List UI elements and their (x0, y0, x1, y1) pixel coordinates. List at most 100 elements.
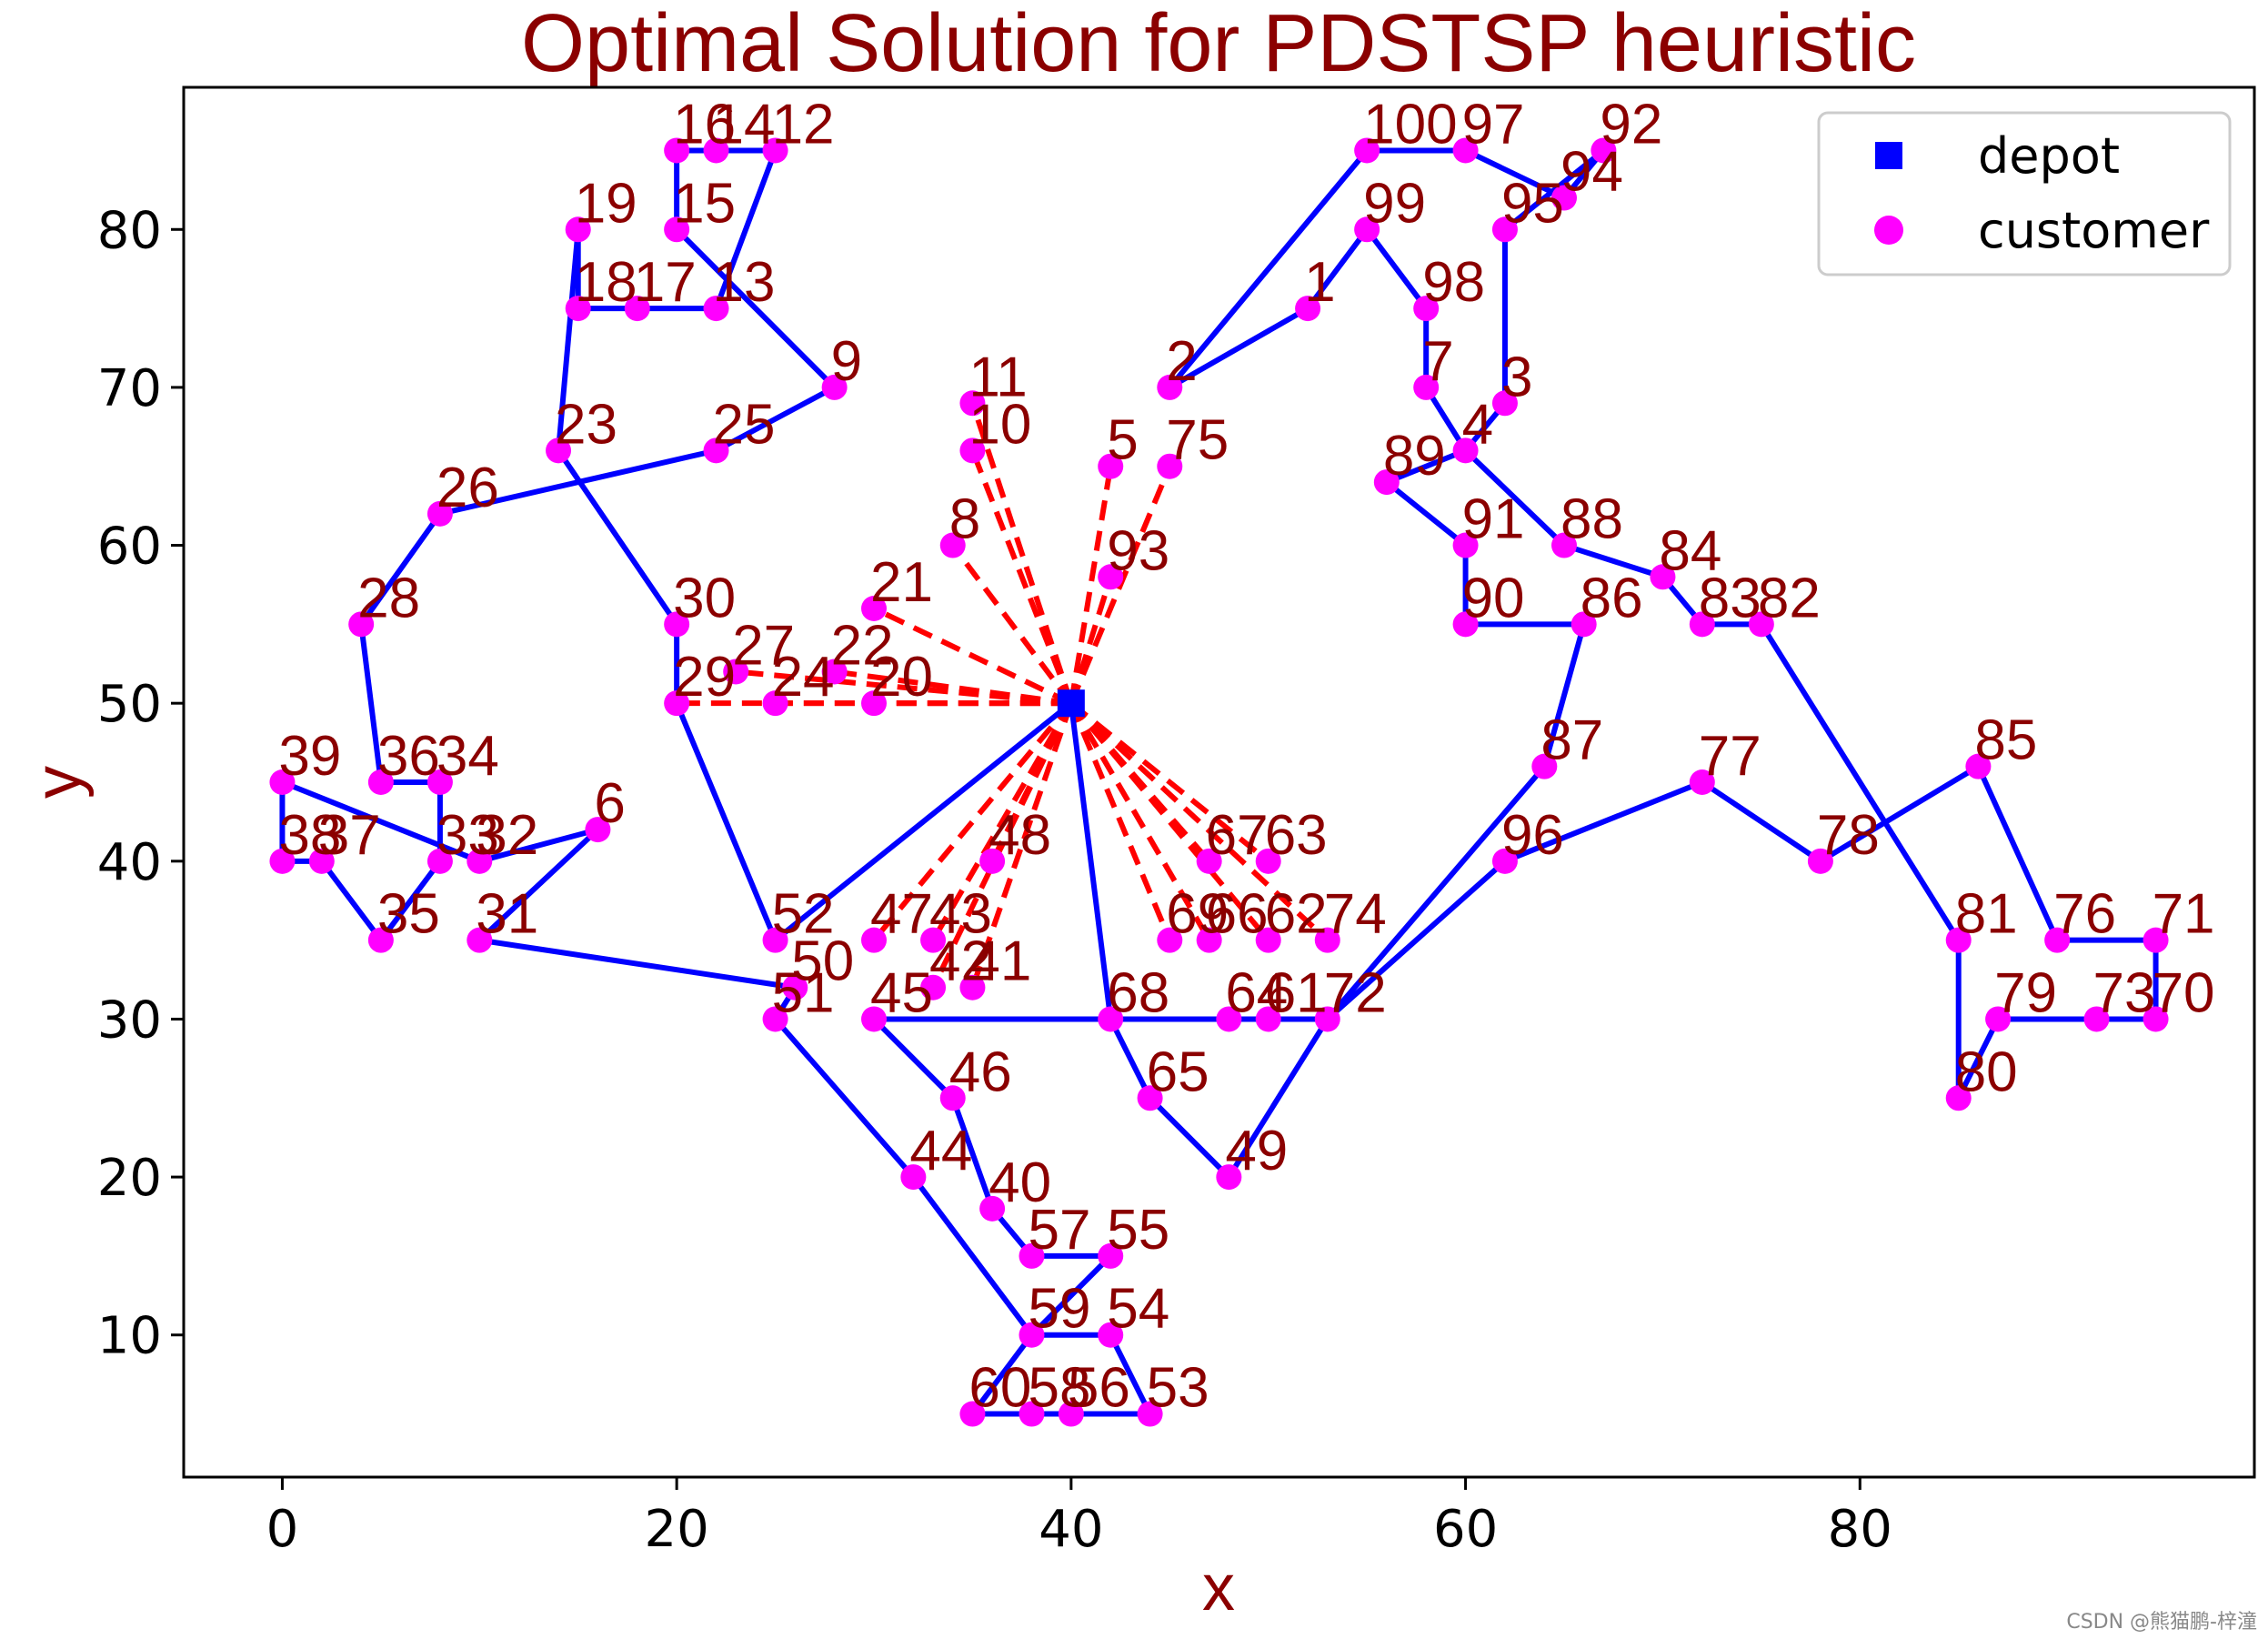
customer-point-85 (1965, 753, 1992, 779)
customer-point-20 (861, 690, 887, 717)
customer-point-28 (348, 611, 375, 638)
route-segment-32-6 (477, 827, 601, 864)
route-segment-30-23 (556, 447, 680, 628)
customer-label-14: 14 (713, 93, 776, 156)
customer-label-88: 88 (1561, 488, 1623, 551)
customer-point-71 (2143, 927, 2169, 953)
customer-point-1 (1295, 296, 1321, 322)
drone-line-62 (1069, 701, 1271, 942)
node-labels: 12 34567891011121314151617181920212223242… (278, 93, 2214, 1419)
y-tick-label-80: 80 (97, 201, 162, 260)
customer-label-44: 44 (909, 1120, 972, 1182)
x-tick-label-40: 40 (1039, 1500, 1103, 1559)
customer-point-46 (939, 1085, 966, 1111)
route-segment-39-32 (279, 779, 483, 864)
customer-point-92 (1591, 137, 1617, 164)
customer-label-55: 55 (1107, 1199, 1169, 1262)
route-segment-26-28 (358, 510, 443, 628)
customer-point-24 (762, 690, 788, 717)
customer-point-87 (1531, 753, 1558, 779)
drone-line-74 (1069, 700, 1330, 942)
customer-label-58: 58 (1028, 1357, 1090, 1420)
customer-label-91: 91 (1462, 488, 1525, 551)
drone-line-43 (930, 701, 1074, 942)
plot-frame (182, 85, 2256, 1479)
customer-label-17: 17 (634, 251, 697, 314)
customer-label-78: 78 (1817, 804, 1880, 867)
customer-point-58 (1019, 1401, 1045, 1427)
customer-point-98 (1413, 296, 1440, 322)
route-segment-44-59 (910, 1174, 1035, 1338)
customer-point-91 (1452, 532, 1479, 558)
customer-point-9 (821, 374, 848, 400)
customer-label-67: 67 (1206, 804, 1269, 867)
customer-label-29: 29 (673, 646, 736, 709)
route-segment-53-54 (1108, 1332, 1153, 1417)
customer-label-48: 48 (988, 804, 1051, 867)
customer-label-16: 16 (673, 93, 736, 156)
y-tick-label-40: 40 (97, 833, 162, 892)
customer-point-48 (979, 848, 1006, 874)
customer-label-66: 66 (1206, 883, 1269, 946)
customer-point-12 (762, 137, 788, 164)
customer-point-57 (1019, 1242, 1045, 1269)
customer-label-23: 23 (555, 393, 617, 456)
y-tick-label-60: 60 (97, 518, 162, 577)
route-segment-9-25 (713, 384, 838, 454)
customer-point-76 (2044, 927, 2071, 953)
route-segment-23-19 (556, 226, 581, 454)
route-segment-77-96 (1501, 779, 1705, 864)
customer-label-4: 4 (1462, 393, 1493, 456)
customer-point-69 (1157, 927, 1183, 953)
customer-label-2: 2 (1166, 330, 1197, 393)
customer-point-23 (546, 437, 572, 464)
drone-line-63 (1069, 700, 1270, 864)
customer-label-56: 56 (1068, 1357, 1130, 1420)
customer-label-24: 24 (772, 646, 835, 709)
y-axis-title: y (22, 766, 95, 799)
truck-route (279, 147, 2159, 1417)
route-segment-72-49 (1226, 1016, 1330, 1181)
drone-line-67 (1069, 701, 1211, 863)
customer-label-27: 27 (732, 614, 795, 677)
customer-point-66 (1196, 927, 1222, 953)
customer-point-55 (1098, 1242, 1124, 1269)
customer-point-74 (1314, 927, 1340, 953)
customer-label-96: 96 (1501, 804, 1564, 867)
customer-label-7: 7 (1422, 330, 1453, 393)
customer-point-54 (1098, 1322, 1124, 1348)
customer-point-51 (762, 1006, 788, 1032)
drone-line-21 (872, 606, 1073, 706)
chart-title: Optimal Solution for PDSTSP heuristic (521, 0, 1916, 89)
customer-label-51: 51 (772, 961, 835, 1024)
customer-label-42: 42 (929, 930, 992, 993)
customer-point-17 (624, 296, 650, 322)
customer-label-70: 70 (2153, 961, 2215, 1024)
customer-label-34: 34 (437, 725, 499, 788)
route-segment-35-37 (318, 858, 384, 943)
customer-point-13 (703, 296, 729, 322)
customer-point-42 (920, 974, 947, 1000)
customer-label-30: 30 (673, 567, 736, 629)
customer-label-90: 90 (1462, 567, 1525, 629)
customer-point-100 (1354, 137, 1380, 164)
customer-label-94: 94 (1561, 141, 1623, 204)
route-segment-97-94 (1462, 147, 1567, 201)
drone-line-66 (1069, 701, 1212, 942)
customer-label-25: 25 (713, 393, 776, 456)
customer-point-84 (1650, 564, 1676, 590)
customer-point-75 (1157, 453, 1183, 479)
customer-label-52: 52 (772, 883, 835, 946)
customer-point-61 (1255, 1006, 1281, 1032)
route-segment-52-29 (674, 700, 778, 943)
customer-point-43 (920, 927, 947, 953)
customer-label-21: 21 (870, 551, 933, 614)
route-segment-25-26 (437, 447, 719, 517)
customer-point-36 (367, 769, 394, 795)
customer-label-69: 69 (1166, 883, 1229, 946)
customer-label-72: 72 (1324, 961, 1387, 1024)
drone-line-27 (735, 669, 1072, 707)
route-segment-85-78 (1817, 763, 1982, 864)
legend-customer-marker (1874, 216, 1903, 245)
customer-point-4 (1452, 437, 1479, 464)
